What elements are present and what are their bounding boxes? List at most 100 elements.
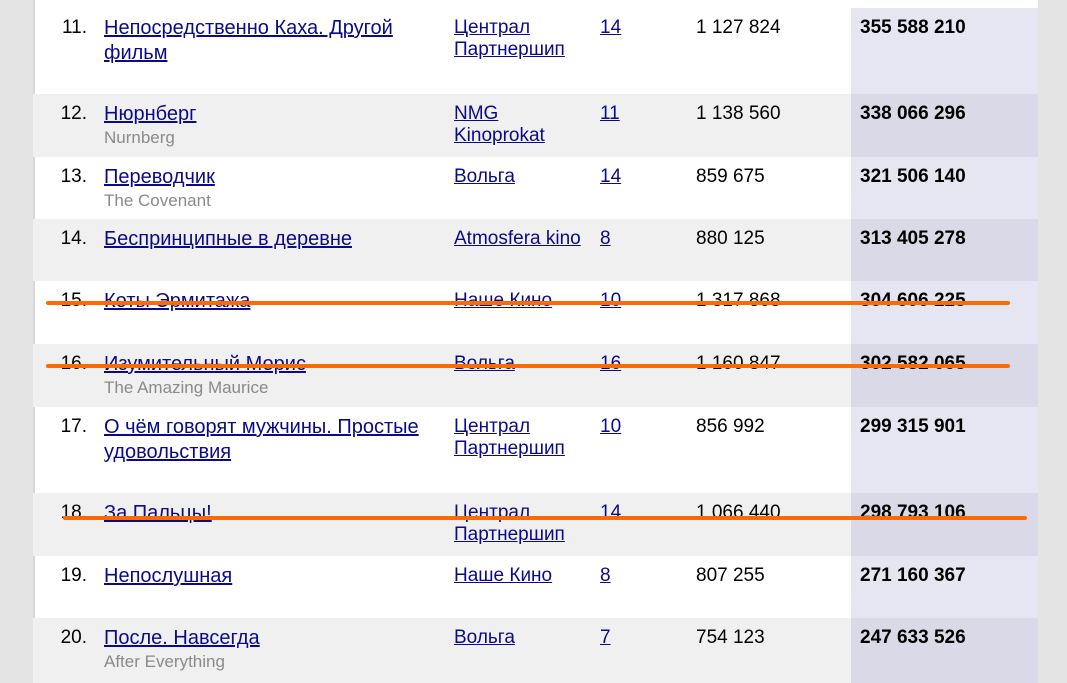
table-row: 14. Беспринципные в деревне Atmosfera kino… xyxy=(33,219,1038,281)
admissions-cell: 807 255 xyxy=(696,565,765,586)
gross-column-bg xyxy=(851,8,1038,94)
gross-cell: 321 506 140 xyxy=(860,166,966,187)
distributor-cell: Вольга xyxy=(454,353,594,375)
screens-link[interactable]: 14 xyxy=(600,17,622,38)
screens-cell: 14 xyxy=(600,166,660,188)
rank-cell: 12. xyxy=(60,103,87,124)
distributor-link[interactable]: Наше Кино xyxy=(454,565,553,586)
original-title: After Everything xyxy=(104,652,225,671)
original-title: Nurnberg xyxy=(104,128,175,147)
title-cell: Беспринципные в деревне xyxy=(104,227,444,252)
title-cell: Нюрнберг Nurnberg xyxy=(104,102,444,149)
screens-cell: 8 xyxy=(600,565,660,587)
title-cell: Изумительный Морис The Amazing Maurice xyxy=(104,352,444,399)
screens-link[interactable]: 14 xyxy=(600,502,622,523)
rank-cell: 17. xyxy=(60,416,87,437)
title-cell: За Пальцы! xyxy=(104,501,444,526)
rank-cell: 14. xyxy=(60,228,87,249)
screens-cell: 16 xyxy=(600,353,660,375)
distributor-cell: NMG Kinoprokat xyxy=(454,103,594,147)
distributor-cell: Централ Партнершип xyxy=(454,502,594,546)
admissions-cell: 1 066 440 xyxy=(696,502,781,523)
table-row: 11. Непосредственно Каха. Другой фильм Цен… xyxy=(33,8,1038,94)
gross-cell: 313 405 278 xyxy=(860,228,966,249)
gross-column-bg xyxy=(851,157,1038,219)
rank-cell: 11. xyxy=(61,17,87,38)
screens-link[interactable]: 10 xyxy=(600,416,622,437)
admissions-cell: 754 123 xyxy=(696,627,765,648)
screens-cell: 10 xyxy=(600,290,660,312)
gross-cell: 338 066 296 xyxy=(860,103,966,124)
distributor-link[interactable]: Централ Партнершип xyxy=(454,416,565,459)
gross-column-bg xyxy=(851,281,1038,344)
screens-link[interactable]: 10 xyxy=(600,290,622,311)
gross-cell: 355 588 210 xyxy=(860,17,966,38)
film-title-link[interactable]: Беспринципные в деревне xyxy=(104,228,352,250)
film-title-link[interactable]: О чём говорят мужчины. Простые удовольст… xyxy=(104,416,419,463)
gross-column-bg xyxy=(851,556,1038,618)
gross-column-bg xyxy=(851,407,1038,493)
film-title-link[interactable]: После. Навсегда xyxy=(104,627,260,649)
original-title: The Covenant xyxy=(104,191,211,210)
rank-cell: 16. xyxy=(60,353,87,374)
table-row: 12. Нюрнберг Nurnberg NMG Kinoprokat 11 1 138… xyxy=(33,94,1038,157)
gross-cell: 304 606 225 xyxy=(860,290,966,311)
distributor-cell: Централ Партнершип xyxy=(454,416,594,460)
screens-link[interactable]: 8 xyxy=(600,565,611,586)
table-row: 17. О чём говорят мужчины. Простые удовол… xyxy=(33,407,1038,493)
rank-cell: 13. xyxy=(60,166,87,187)
distributor-link[interactable]: Централ Партнершип xyxy=(454,17,565,60)
box-office-table: 11. Непосредственно Каха. Другой фильм Цен… xyxy=(33,0,1038,683)
table-row: 15. Коты Эрмитажа Наше Кино 10 1 317 868 304 … xyxy=(33,281,1038,344)
film-title-link[interactable]: Нюрнберг xyxy=(104,103,197,125)
gross-cell: 298 793 106 xyxy=(860,502,966,523)
screens-link[interactable]: 16 xyxy=(600,353,622,374)
gross-cell: 247 633 526 xyxy=(860,627,966,648)
distributor-cell: Централ Партнершип xyxy=(454,17,594,61)
distributor-link[interactable]: Atmosfera kino xyxy=(454,228,581,249)
screens-link[interactable]: 8 xyxy=(600,228,611,249)
distributor-cell: Atmosfera kino xyxy=(454,228,594,250)
gross-column-bg xyxy=(851,618,1038,683)
distributor-cell: Наше Кино xyxy=(454,290,594,312)
screens-link[interactable]: 11 xyxy=(600,103,620,124)
rank-cell: 19. xyxy=(60,565,87,586)
distributor-link[interactable]: Вольга xyxy=(454,627,515,648)
screens-cell: 11 xyxy=(600,103,660,125)
title-cell: Коты Эрмитажа xyxy=(104,289,444,314)
title-cell: После. Навсегда After Everything xyxy=(104,626,444,673)
screens-cell: 7 xyxy=(600,627,660,649)
distributor-link[interactable]: NMG Kinoprokat xyxy=(454,103,545,146)
film-title-link[interactable]: Изумительный Морис xyxy=(104,353,306,375)
screens-cell: 10 xyxy=(600,416,660,438)
film-title-link[interactable]: Переводчик xyxy=(104,166,215,188)
distributor-link[interactable]: Наше Кино xyxy=(454,290,553,311)
gross-cell: 302 582 065 xyxy=(860,353,966,374)
screens-link[interactable]: 7 xyxy=(600,627,611,648)
distributor-link[interactable]: Вольга xyxy=(454,353,515,374)
screens-cell: 14 xyxy=(600,17,660,39)
distributor-cell: Вольга xyxy=(454,627,594,649)
title-cell: Непослушная xyxy=(104,564,444,589)
table-row: 18. За Пальцы! Централ Партнершип 14 1 066 4… xyxy=(33,493,1038,556)
distributor-link[interactable]: Централ Партнершип xyxy=(454,502,565,545)
admissions-cell: 859 675 xyxy=(696,166,765,187)
distributor-link[interactable]: Вольга xyxy=(454,166,515,187)
title-cell: О чём говорят мужчины. Простые удовольст… xyxy=(104,415,444,465)
gross-column-bg xyxy=(851,493,1038,556)
gross-cell: 271 160 367 xyxy=(860,565,966,586)
film-title-link[interactable]: Непослушная xyxy=(104,565,233,587)
film-title-link[interactable]: Непосредственно Каха. Другой фильм xyxy=(104,17,393,64)
admissions-cell: 856 992 xyxy=(696,416,765,437)
admissions-cell: 1 317 868 xyxy=(696,290,781,311)
table-row: 16. Изумительный Морис The Amazing Maurice… xyxy=(33,344,1038,407)
table-row: 19. Непослушная Наше Кино 8 807 255 271 160 3… xyxy=(33,556,1038,618)
film-title-link[interactable]: За Пальцы! xyxy=(104,502,212,524)
film-title-link[interactable]: Коты Эрмитажа xyxy=(104,290,251,312)
gross-cell: 299 315 901 xyxy=(860,416,966,437)
table-row: 13. Переводчик The Covenant Вольга 14 859 675… xyxy=(33,157,1038,219)
admissions-cell: 1 160 847 xyxy=(696,353,781,374)
admissions-cell: 880 125 xyxy=(696,228,765,249)
rank-cell: 20. xyxy=(60,627,87,648)
screens-link[interactable]: 14 xyxy=(600,166,622,187)
